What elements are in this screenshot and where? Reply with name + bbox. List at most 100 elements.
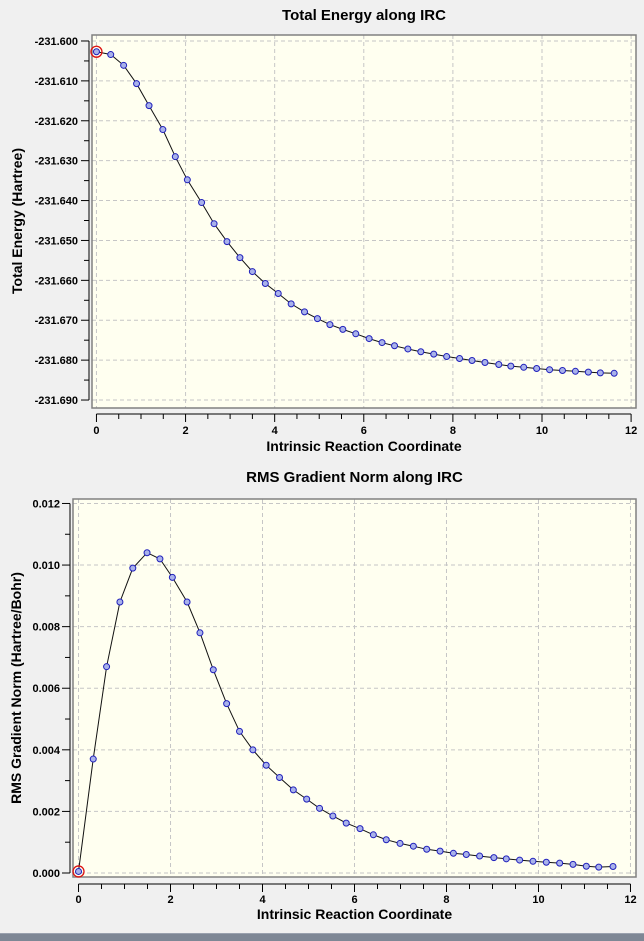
data-point[interactable]	[378, 339, 386, 347]
data-point[interactable]	[326, 321, 334, 329]
data-point[interactable]	[396, 839, 404, 847]
data-point[interactable]	[276, 774, 284, 782]
data-point[interactable]	[171, 153, 179, 161]
data-point[interactable]	[382, 836, 390, 844]
data-point[interactable]	[546, 366, 554, 374]
data-point[interactable]	[183, 176, 191, 184]
data-point[interactable]	[430, 350, 438, 358]
data-point[interactable]	[274, 290, 282, 298]
data-point[interactable]	[248, 268, 256, 276]
data-point[interactable]	[495, 361, 503, 369]
data-point[interactable]	[409, 842, 417, 850]
data-point[interactable]	[262, 761, 270, 769]
x-tick-label: 4	[259, 894, 266, 906]
data-point[interactable]	[210, 220, 218, 228]
y-tick-label: 0.002	[32, 806, 60, 818]
data-point[interactable]	[143, 549, 151, 557]
x-tick-label: 4	[272, 425, 279, 437]
data-point[interactable]	[462, 851, 470, 859]
data-point[interactable]	[289, 786, 297, 794]
plot-frame	[91, 34, 637, 409]
data-point[interactable]	[249, 746, 257, 754]
data-point[interactable]	[356, 825, 364, 833]
y-tick-label: 0.012	[32, 498, 60, 510]
data-point[interactable]	[352, 330, 360, 338]
data-point[interactable]	[223, 238, 231, 246]
data-point[interactable]	[490, 854, 498, 862]
data-point[interactable]	[120, 61, 128, 69]
x-tick-label: 10	[532, 894, 544, 906]
data-point[interactable]	[596, 369, 604, 377]
x-tick-label: 6	[361, 425, 367, 437]
data-point[interactable]	[481, 359, 489, 367]
data-point[interactable]	[542, 858, 550, 866]
data-point[interactable]	[609, 863, 617, 871]
data-point[interactable]	[449, 849, 457, 857]
y-tick-label: 0.006	[32, 683, 60, 695]
data-point[interactable]	[159, 126, 167, 134]
data-point[interactable]	[417, 348, 425, 356]
data-point[interactable]	[369, 831, 377, 839]
data-point[interactable]	[423, 845, 431, 853]
data-point[interactable]	[103, 663, 111, 671]
data-point[interactable]	[223, 700, 231, 708]
x-tick-label: 0	[93, 425, 99, 437]
data-point[interactable]	[129, 564, 137, 572]
data-point[interactable]	[133, 80, 141, 88]
y-tick-label: -231.680	[35, 355, 78, 367]
y-tick-label: -231.620	[35, 116, 78, 128]
data-point[interactable]	[339, 325, 347, 333]
data-point[interactable]	[443, 353, 451, 361]
data-point[interactable]	[316, 804, 324, 812]
data-point[interactable]	[92, 48, 100, 56]
data-point[interactable]	[404, 345, 412, 353]
data-point[interactable]	[436, 847, 444, 855]
data-point[interactable]	[476, 852, 484, 860]
data-point[interactable]	[556, 859, 564, 867]
data-point[interactable]	[168, 573, 176, 581]
data-point[interactable]	[365, 335, 373, 343]
data-point[interactable]	[558, 367, 566, 375]
data-point[interactable]	[287, 300, 295, 308]
data-point[interactable]	[301, 308, 309, 316]
x-tick-label: 12	[624, 894, 636, 906]
data-point[interactable]	[533, 365, 541, 373]
window-resize-handle[interactable]	[0, 933, 644, 941]
data-point[interactable]	[107, 51, 115, 59]
data-point[interactable]	[571, 367, 579, 375]
data-point[interactable]	[303, 795, 311, 803]
data-point[interactable]	[198, 199, 206, 207]
data-point[interactable]	[196, 629, 204, 637]
data-point[interactable]	[145, 102, 153, 110]
data-point[interactable]	[329, 812, 337, 820]
data-point[interactable]	[569, 860, 577, 868]
data-point[interactable]	[520, 363, 528, 371]
data-point[interactable]	[236, 727, 244, 735]
data-point[interactable]	[468, 357, 476, 365]
plot-frame	[72, 498, 637, 878]
data-point[interactable]	[529, 857, 537, 865]
data-point[interactable]	[209, 666, 217, 674]
data-point[interactable]	[116, 598, 124, 606]
data-point[interactable]	[582, 862, 590, 870]
data-point[interactable]	[502, 855, 510, 863]
data-point[interactable]	[313, 315, 321, 323]
data-point[interactable]	[595, 863, 603, 871]
data-point[interactable]	[610, 369, 618, 377]
data-point[interactable]	[89, 755, 97, 763]
data-point[interactable]	[516, 856, 524, 864]
data-point[interactable]	[342, 819, 350, 827]
data-point[interactable]	[183, 598, 191, 606]
data-point[interactable]	[75, 867, 83, 875]
selected-point-ring	[72, 865, 85, 878]
data-point[interactable]	[456, 355, 464, 363]
data-point[interactable]	[391, 342, 399, 350]
data-point[interactable]	[236, 254, 244, 262]
data-point[interactable]	[156, 555, 164, 563]
data-point[interactable]	[507, 362, 515, 370]
data-point[interactable]	[584, 368, 592, 376]
data-point[interactable]	[261, 280, 269, 288]
